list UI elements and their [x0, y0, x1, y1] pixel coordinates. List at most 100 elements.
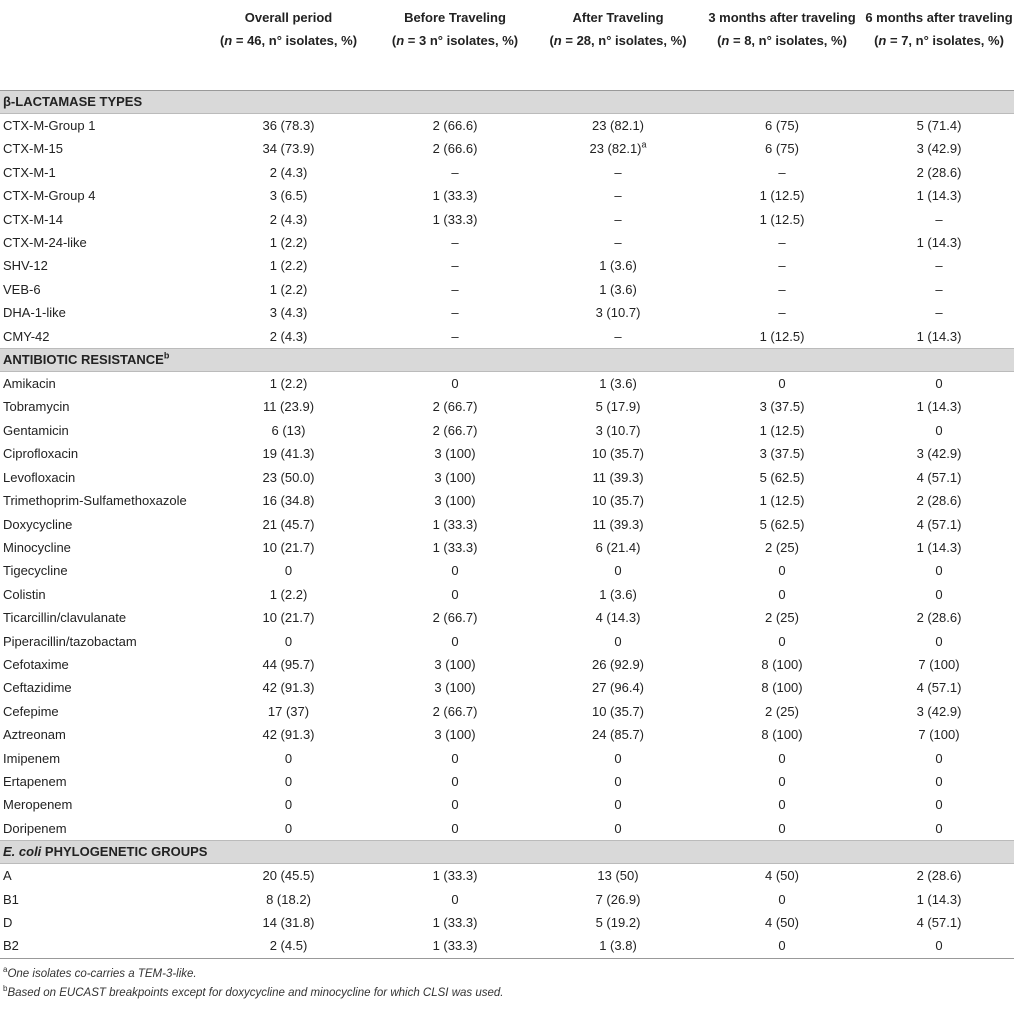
cell-value: – — [778, 281, 786, 297]
table-cell: 0 — [864, 747, 1014, 770]
cell-value: 3 (10.7) — [595, 305, 641, 321]
cell-value: 2 (66.7) — [432, 399, 478, 415]
cell-value: 10 (21.7) — [262, 610, 315, 626]
table-cell: 1 (2.2) — [203, 583, 374, 606]
table-cell: 5 (62.5) — [700, 513, 864, 536]
table-cell: 2 (4.3) — [203, 208, 374, 231]
row-label: CMY-42 — [3, 328, 50, 344]
table-row: Doripenem 0 0 0 0 0 — [0, 817, 1014, 841]
table-cell: 26 (92.9) — [536, 653, 700, 676]
cell-value: 0 — [778, 633, 786, 649]
cell-value: 0 — [614, 820, 622, 836]
cell-value: 0 — [614, 750, 622, 766]
cell-value: 36 (78.3) — [262, 118, 315, 133]
row-label: Amikacin — [3, 376, 56, 392]
table-cell: 7 (100) — [864, 723, 1014, 746]
table-cell: – — [374, 161, 536, 184]
cell-value: 1 (3.6) — [599, 258, 637, 274]
table-cell: 0 — [864, 372, 1014, 396]
cell-value: 2 (25) — [765, 539, 799, 555]
cell-value: 1 (12.5) — [759, 422, 805, 438]
table-cell: 0 — [203, 817, 374, 841]
cell-value: – — [614, 328, 622, 344]
table-cell: 1 (12.5) — [700, 489, 864, 512]
table-cell: 3 (6.5) — [203, 184, 374, 207]
table-cell: 2 (28.6) — [864, 864, 1014, 888]
cell-value: – — [451, 305, 459, 321]
section-title-text: ANTIBIOTIC RESISTANCE — [3, 352, 164, 368]
table-cell: 1 (3.6) — [536, 254, 700, 277]
cell-value: 3 (100) — [434, 727, 476, 743]
table-cell: 0 — [700, 583, 864, 606]
table-cell: 2 (66.7) — [374, 606, 536, 629]
cell-value: 0 — [935, 633, 943, 649]
cell-value: 2 (28.6) — [916, 164, 962, 180]
table-cell: 1 (33.3) — [374, 934, 536, 959]
cell-value: 1 (33.3) — [432, 938, 478, 954]
row-label: Trimethoprim-Sulfamethoxazole — [3, 493, 187, 509]
table-cell: – — [536, 325, 700, 349]
table-cell: 0 — [700, 934, 864, 959]
table-cell: 3 (100) — [374, 489, 536, 512]
cell-value: 6 (75) — [765, 141, 799, 157]
cell-value: 2 (4.5) — [269, 938, 308, 954]
column-header-subtitle: (n = 3 n° isolates, %) — [374, 29, 536, 52]
cell-value: 0 — [778, 773, 786, 789]
cell-value: 1 (14.3) — [916, 188, 962, 204]
cell-value: – — [778, 164, 786, 180]
table-cell: 6 (75) — [700, 114, 864, 138]
table-cell: 2 (66.6) — [374, 114, 536, 138]
cell-value: 3 (42.9) — [916, 446, 962, 462]
subtitle-suffix: = 7, n° isolates, %) — [886, 33, 1004, 48]
table-cell: 34 (73.9) — [203, 137, 374, 160]
cell-value: 0 — [935, 586, 943, 602]
subtitle-n: n — [878, 33, 887, 48]
table-body: β-LACTAMASE TYPES CTX-M-Group 1 36 (78.3) 2… — [0, 90, 1014, 959]
table-cell: 2 (25) — [700, 606, 864, 629]
table-cell: – — [864, 278, 1014, 301]
cell-value: 11 (39.3) — [592, 469, 644, 485]
table-cell: 4 (14.3) — [536, 606, 700, 629]
cell-value: – — [935, 305, 943, 321]
table-cell: 3 (100) — [374, 653, 536, 676]
cell-value: 7 (100) — [918, 727, 960, 743]
table-cell: 0 — [700, 747, 864, 770]
cell-value: 2 (28.6) — [916, 493, 962, 509]
table-cell: – — [864, 208, 1014, 231]
cell-value: 0 — [935, 938, 943, 954]
table-cell: 0 — [700, 559, 864, 582]
row-label: CTX-M-15 — [3, 141, 63, 157]
cell-value: 0 — [935, 773, 943, 789]
section-title-text: PHYLOGENETIC GROUPS — [41, 844, 208, 860]
row-label: CTX-M-24-like — [3, 235, 87, 251]
subtitle-prefix: ( — [391, 33, 397, 48]
table-cell: 2 (4.5) — [203, 934, 374, 959]
column-header-subtitle: (n = 7, n° isolates, %) — [864, 29, 1014, 52]
table-row: Cefotaxime 44 (95.7) 3 (100) 26 (92.9) 8 (10… — [0, 653, 1014, 676]
footnote-marker: a — [641, 140, 647, 151]
table-cell: 6 (21.4) — [536, 536, 700, 559]
table-cell: 8 (100) — [700, 723, 864, 746]
cell-value: 2 (28.6) — [916, 610, 962, 626]
cell-value: 1 (33.3) — [432, 915, 478, 930]
table-cell: 1 (14.3) — [864, 395, 1014, 418]
table-cell: – — [374, 301, 536, 324]
cell-value: – — [778, 305, 786, 321]
table-cell: – — [536, 231, 700, 254]
cell-value: 7 (26.9) — [595, 891, 641, 907]
cell-value: 2 (4.3) — [269, 211, 308, 227]
table-cell: 23 (82.1)a — [536, 137, 700, 160]
subtitle-n: n — [396, 33, 405, 48]
footnote-text: One isolates co-carries a TEM-3-like. — [7, 967, 197, 980]
section-header-row: ANTIBIOTIC RESISTANCEb — [0, 348, 1014, 373]
cell-value: 0 — [778, 586, 786, 602]
table-cell: 36 (78.3) — [203, 114, 374, 138]
cell-value: 6 (13) — [271, 422, 306, 438]
table-cell: 1 (3.6) — [536, 278, 700, 301]
row-label: CTX-M-Group 1 — [3, 118, 96, 133]
table-cell: 6 (75) — [700, 137, 864, 160]
cell-value: – — [614, 211, 622, 227]
table-row: CTX-M-Group 1 36 (78.3) 2 (66.6) 23 (82.1) 6… — [0, 114, 1014, 138]
table-cell: 0 — [864, 817, 1014, 841]
table-cell: 0 — [203, 559, 374, 582]
